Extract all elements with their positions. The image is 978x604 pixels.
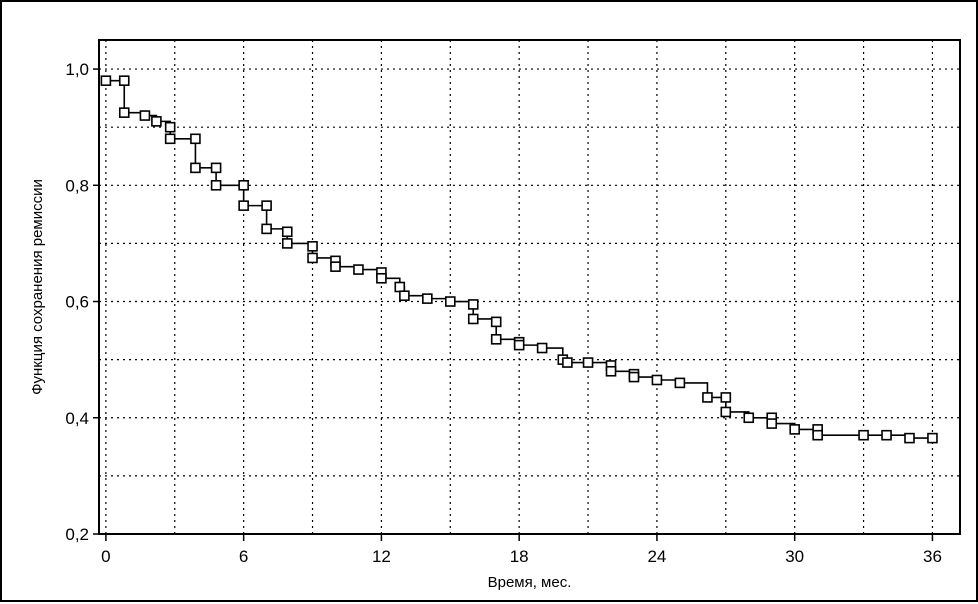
data-point-marker	[139, 110, 151, 121]
data-point-marker	[904, 432, 915, 444]
data-point-marker	[605, 365, 617, 377]
x-tick-label: 36	[923, 547, 942, 566]
data-point-marker	[812, 429, 823, 441]
data-point-marker	[467, 313, 479, 325]
data-point-marker	[513, 339, 525, 351]
data-point-marker	[330, 261, 341, 272]
data-point-marker	[536, 342, 548, 354]
x-tick-label: 18	[510, 547, 529, 566]
data-point-marker	[238, 200, 249, 211]
y-axis-title: Функция сохранения ремиссии	[29, 179, 46, 395]
data-point-marker	[307, 252, 318, 264]
data-point-marker	[422, 293, 433, 304]
data-point-marker	[651, 374, 663, 386]
data-point-marker	[281, 226, 293, 238]
x-tick-label: 0	[101, 547, 110, 566]
data-point-marker	[743, 412, 755, 424]
y-tick-label: 0,8	[65, 176, 89, 195]
x-tick-label: 6	[239, 547, 248, 566]
data-point-marker	[281, 238, 293, 249]
series-markers	[100, 75, 938, 444]
data-point-marker	[394, 281, 406, 293]
data-point-marker	[562, 357, 573, 368]
data-point-marker	[151, 116, 162, 127]
data-point-marker	[490, 316, 502, 328]
data-point-marker	[164, 121, 176, 133]
data-point-marker	[238, 179, 249, 191]
x-axis-title: Время, мес.	[488, 574, 572, 591]
data-point-marker	[210, 162, 222, 174]
data-point-marker	[720, 392, 732, 403]
data-point-marker	[118, 107, 130, 118]
data-point-marker	[210, 179, 222, 191]
plot-area	[98, 39, 961, 535]
data-point-marker	[467, 299, 479, 310]
data-point-marker	[190, 162, 201, 174]
data-point-marker	[261, 200, 272, 211]
data-point-marker	[582, 357, 594, 368]
y-tick-label: 0,6	[65, 293, 89, 312]
plot-border	[98, 39, 961, 535]
x-tick-label: 12	[372, 547, 391, 566]
data-point-marker	[399, 290, 410, 302]
data-point-marker	[100, 75, 112, 86]
data-point-marker	[190, 133, 201, 145]
x-axis-ticks: 0 6 12 18 24 30 36	[101, 534, 942, 566]
y-axis-ticks: 0,2 0,4 0,6 0,8 1,0	[65, 60, 99, 544]
y-tick-label: 0,4	[65, 409, 89, 428]
x-tick-label: 24	[647, 547, 666, 566]
data-point-marker	[766, 418, 778, 429]
survival-step-line	[105, 79, 933, 439]
data-point-marker	[789, 424, 800, 435]
data-point-marker	[261, 223, 272, 235]
data-point-marker	[490, 334, 502, 345]
x-tick-label: 30	[785, 547, 804, 566]
data-point-marker	[353, 264, 364, 275]
grid	[99, 40, 960, 534]
data-point-marker	[307, 241, 318, 252]
data-point-marker	[164, 133, 176, 145]
data-point-marker	[881, 429, 892, 441]
data-point-marker	[927, 432, 938, 444]
y-tick-label: 1,0	[65, 60, 89, 79]
data-point-marker	[674, 377, 686, 389]
data-point-marker	[858, 429, 869, 441]
data-point-marker	[376, 272, 387, 284]
data-point-marker	[628, 371, 640, 383]
y-tick-label: 0,2	[65, 525, 89, 544]
data-point-marker	[444, 296, 456, 307]
data-point-marker	[720, 406, 732, 418]
series-line	[105, 79, 933, 439]
data-point-marker	[118, 75, 130, 86]
data-point-marker	[702, 392, 713, 403]
